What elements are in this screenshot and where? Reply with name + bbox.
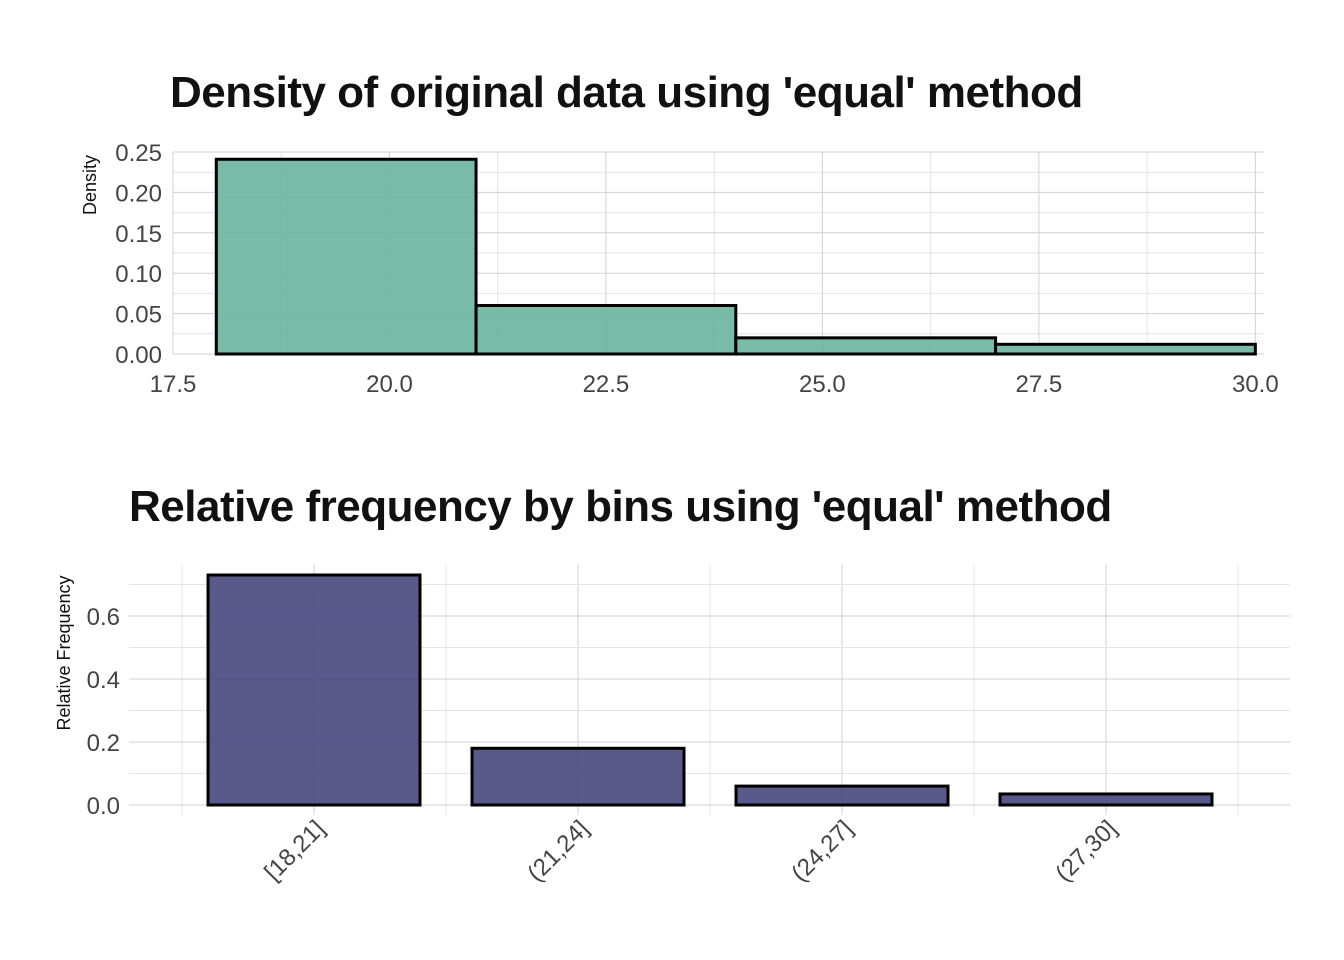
y-tick-label: 0.00 [115, 342, 162, 369]
density-chart-title: Density of original data using 'equal' m… [170, 68, 1083, 117]
frequency-y-tick-labels: 0.0 0.2 0.4 0.6 [87, 604, 120, 820]
x-tick-label: [18,21] [259, 815, 330, 886]
y-tick-label: 0.25 [115, 140, 162, 167]
x-tick-label: 25.0 [799, 371, 846, 398]
x-tick-label: (27,30] [1050, 815, 1122, 887]
y-tick-label: 0.15 [115, 221, 162, 248]
y-tick-label: 0.4 [87, 667, 120, 694]
x-tick-label: (24,27] [786, 815, 858, 887]
density-y-tick-labels: 0.00 0.05 0.10 0.15 0.20 0.25 [115, 140, 162, 369]
frequency-bars [206, 573, 1214, 807]
frequency-y-axis-label: Relative Frequency [54, 575, 74, 730]
density-bar [214, 157, 478, 356]
x-tick-label: 17.5 [150, 371, 197, 398]
y-tick-label: 0.6 [87, 604, 120, 631]
density-bar [734, 336, 998, 356]
frequency-chart-title: Relative frequency by bins using 'equal'… [129, 482, 1112, 531]
x-tick-label: 30.0 [1232, 371, 1279, 398]
y-tick-label: 0.0 [87, 793, 120, 820]
density-bar [994, 342, 1257, 356]
density-bar [474, 304, 738, 356]
density-bars [214, 157, 1257, 356]
density-y-axis-label: Density [80, 155, 100, 215]
x-tick-label: 22.5 [583, 371, 630, 398]
x-tick-label: 27.5 [1016, 371, 1063, 398]
y-tick-label: 0.05 [115, 302, 162, 329]
y-tick-label: 0.10 [115, 261, 162, 288]
y-tick-label: 0.2 [87, 730, 120, 757]
x-tick-label: (21,24] [522, 815, 594, 887]
y-tick-label: 0.20 [115, 180, 162, 207]
frequency-bar [998, 792, 1214, 807]
x-tick-label: 20.0 [366, 371, 413, 398]
density-x-tick-labels: 17.5 20.0 22.5 25.0 27.5 30.0 [150, 371, 1279, 398]
frequency-bar [734, 784, 950, 807]
frequency-bar [206, 573, 422, 807]
frequency-x-tick-labels: [18,21] (21,24] (24,27] (27,30] [259, 815, 1122, 887]
frequency-bar [470, 746, 686, 807]
